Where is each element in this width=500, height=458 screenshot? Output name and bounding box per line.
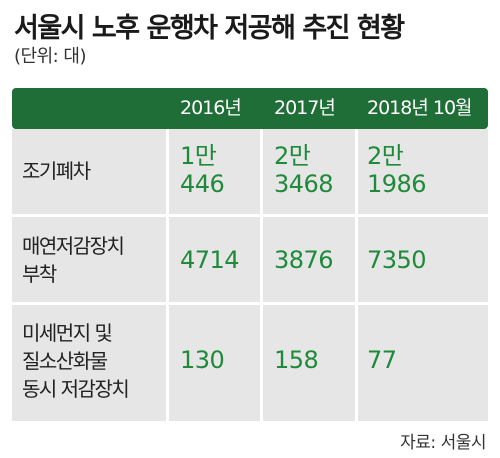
column-header-2018-oct: 2018년 10월 [367, 97, 473, 119]
source-note: 자료: 서울시 [400, 433, 486, 453]
column-divider [355, 129, 358, 421]
value-2016-pm-nox: 130 [180, 346, 225, 374]
value-2017-dpf: 3876 [274, 246, 334, 274]
row-label-dpf-line2: 부착 [22, 262, 57, 286]
column-header-2017: 2017년 [274, 97, 336, 119]
value-2016-early-scrapping-line1: 1만 [180, 142, 217, 170]
data-table: 2016년 2017년 2018년 10월 조기폐차 1만 446 2만 346… [12, 88, 488, 421]
column-header-2016: 2016년 [180, 97, 242, 119]
row-divider [12, 302, 488, 305]
table-body: 조기폐차 1만 446 2만 3468 2만 1986 매연저감장치 부착 47… [12, 129, 488, 421]
column-divider [260, 129, 263, 421]
value-2018-dpf: 7350 [367, 246, 427, 274]
row-label-pm-nox-line3: 동시 저감장치 [22, 377, 130, 401]
row-label-pm-nox-line1: 미세먼지 및 [22, 321, 113, 345]
value-2018-pm-nox: 77 [367, 346, 397, 374]
value-2017-early-scrapping-line2: 3468 [274, 170, 334, 198]
chart-title: 서울시 노후 운행차 저공해 추진 현황 [14, 13, 405, 44]
value-2016-dpf: 4714 [180, 246, 240, 274]
value-2017-pm-nox: 158 [274, 346, 319, 374]
row-label-dpf-line1: 매연저감장치 [22, 234, 125, 258]
value-2018-early-scrapping-line2: 1986 [367, 170, 427, 198]
value-2016-early-scrapping-line2: 446 [180, 170, 225, 198]
row-label-pm-nox-line2: 질소산화물 [22, 349, 108, 373]
column-divider [166, 129, 169, 421]
unit-note: (단위: 대) [14, 46, 87, 67]
row-divider [12, 214, 488, 217]
value-2017-early-scrapping-line1: 2만 [274, 142, 311, 170]
row-label-early-scrapping: 조기폐차 [22, 159, 91, 183]
table-header: 2016년 2017년 2018년 10월 [12, 88, 488, 129]
value-2018-early-scrapping-line1: 2만 [367, 142, 404, 170]
